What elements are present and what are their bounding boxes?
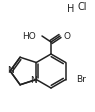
Text: O: O [64,31,71,41]
Text: H: H [67,4,75,14]
Text: N: N [30,76,37,85]
Text: Br: Br [76,75,86,84]
Text: N: N [7,66,13,74]
Text: Cl: Cl [78,2,87,12]
Text: HO: HO [22,31,36,41]
